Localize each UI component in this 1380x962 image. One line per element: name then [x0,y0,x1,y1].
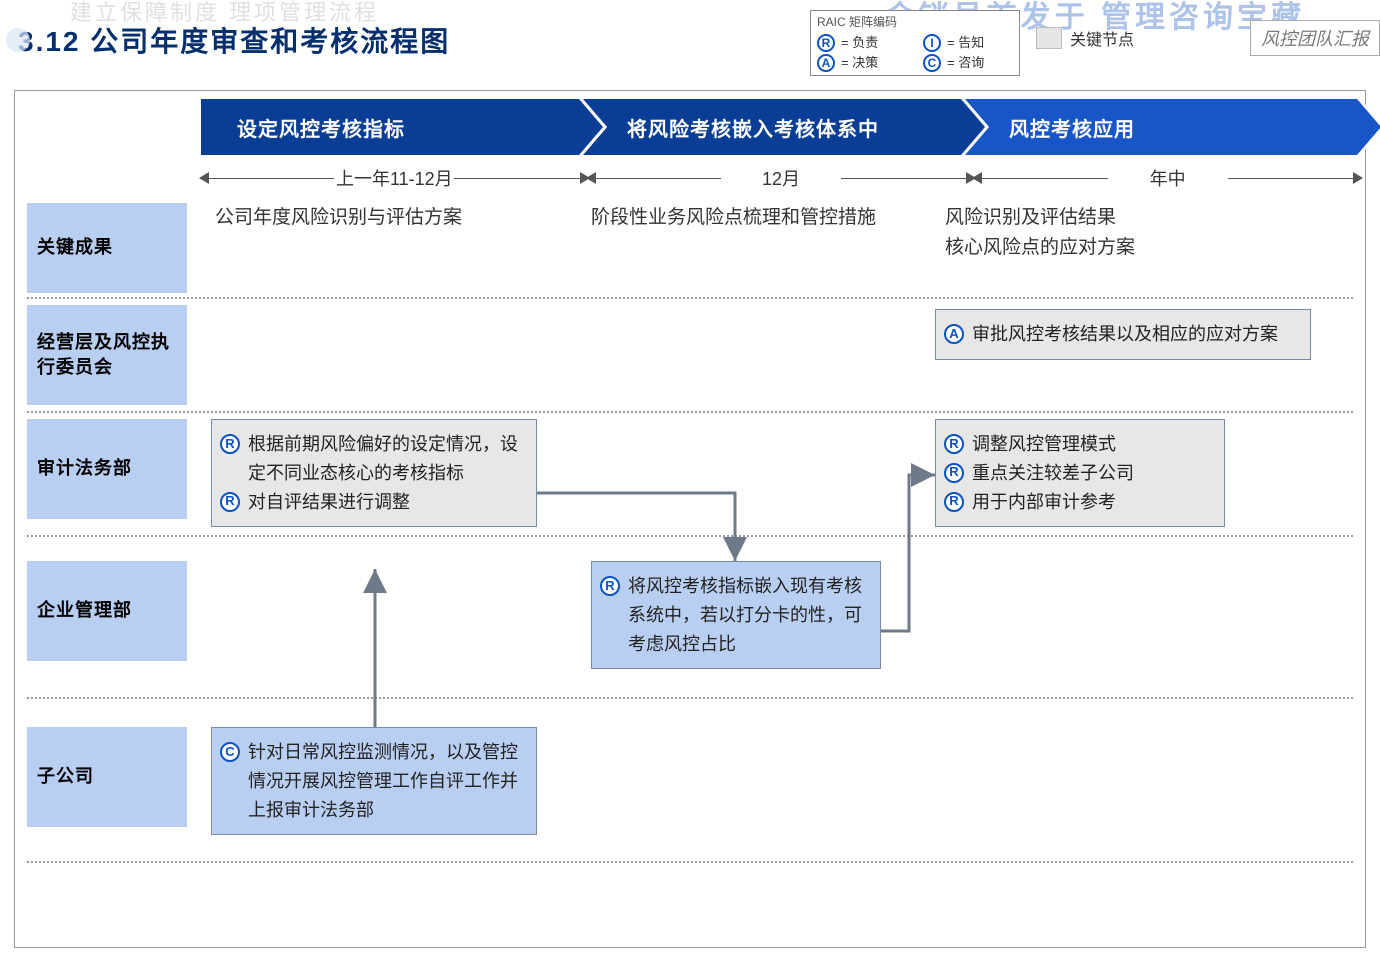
lane-label-audit: 审计法务部 [27,419,187,519]
box-line: C针对日常风控监测情况，以及管控情况开展风控管理工作自评工作并上报审计法务部 [248,738,524,824]
box-line: R用于内部审计参考 [972,488,1212,517]
legend-i: I= 告知 [923,32,1013,51]
legend-r: R= 负责 [817,32,907,51]
swimlane-frame: 设定风控考核指标 将风险考核嵌入考核体系中 风控考核应用 上一年11-12月 1… [14,90,1366,948]
box-audit-set: R根据前期风险偏好的设定情况，设定不同业态核心的考核指标 R对自评结果进行调整 [211,419,537,527]
badge-r-icon: R [220,492,240,512]
badge-r-icon: R [944,463,964,483]
box-line: A审批风控考核结果以及相应的应对方案 [972,320,1298,349]
title-bullet-icon [6,28,30,52]
lane-label-enterprise: 企业管理部 [27,561,187,661]
arrow-enterprise-to-audit [881,475,935,631]
phase-2: 将风险考核嵌入考核体系中 [583,99,961,155]
lane-divider [27,861,1353,863]
lane-divider [27,697,1353,699]
page-title-row: 3.12 公司年度审查和考核流程图 [0,20,450,60]
box-line: R将风控考核指标嵌入现有考核系统中，若以打分卡的性，可考虑风控占比 [628,572,868,658]
key-result-3a: 风险识别及评估结果 [945,203,1285,233]
badge-a-icon: A [944,324,964,344]
legend-title: RAIC 矩阵编码 [817,13,1013,30]
lane-label-mgmt: 经营层及风控执行委员会 [27,305,187,405]
box-audit-apply: R调整风控管理模式 R重点关注较差子公司 R用于内部审计参考 [935,419,1225,527]
key-result-3: 风险识别及评估结果 核心风险点的应对方案 [945,203,1285,264]
lane-label-key-results: 关键成果 [27,203,187,293]
lane-divider [27,297,1353,299]
badge-r-icon: R [220,434,240,454]
report-box: 风控团队汇报 [1250,20,1380,56]
badge-c-icon: C [220,742,240,762]
badge-r-icon: R [944,492,964,512]
lane-divider [27,535,1353,537]
badge-r-icon: R [600,576,620,596]
badge-r-icon: R [944,434,964,454]
arrow-audit-to-enterprise [537,493,735,561]
box-line: R重点关注较差子公司 [972,459,1212,488]
timeline-3: 年中 [974,159,1361,197]
key-result-2: 阶段性业务风险点梳理和管控措施 [591,203,891,233]
box-subsidiary-selfeval: C针对日常风控监测情况，以及管控情况开展风控管理工作自评工作并上报审计法务部 [211,727,537,835]
lane-label-subsidiary: 子公司 [27,727,187,827]
key-node-swatch-icon [1036,27,1062,49]
box-line: R根据前期风险偏好的设定情况，设定不同业态核心的考核指标 [248,430,524,488]
key-node-label: 关键节点 [1070,26,1134,50]
key-result-1: 公司年度风险识别与评估方案 [215,203,515,233]
page-title: 3.12 公司年度审查和考核流程图 [18,20,450,60]
box-line: R调整风控管理模式 [972,430,1212,459]
box-line: R对自评结果进行调整 [248,488,524,517]
box-mgmt-approve: A审批风控考核结果以及相应的应对方案 [935,309,1311,360]
box-enterprise-embed: R将风控考核指标嵌入现有考核系统中，若以打分卡的性，可考虑风控占比 [591,561,881,669]
timeline-row: 上一年11-12月 12月 年中 [201,159,1361,197]
phase-chevrons: 设定风控考核指标 将风险考核嵌入考核体系中 风控考核应用 [201,99,1361,155]
legend-c: C= 咨询 [923,52,1013,71]
phase-1: 设定风控考核指标 [201,99,579,155]
phase-3: 风控考核应用 [965,99,1357,155]
timeline-2: 12月 [588,159,975,197]
lane-divider [27,411,1353,413]
key-node-legend: 关键节点 [1036,26,1134,50]
raic-legend: RAIC 矩阵编码 R= 负责 I= 告知 A= 决策 C= 咨询 [810,10,1020,76]
legend-a: A= 决策 [817,52,907,71]
timeline-1: 上一年11-12月 [201,159,588,197]
key-result-3b: 核心风险点的应对方案 [945,233,1285,263]
